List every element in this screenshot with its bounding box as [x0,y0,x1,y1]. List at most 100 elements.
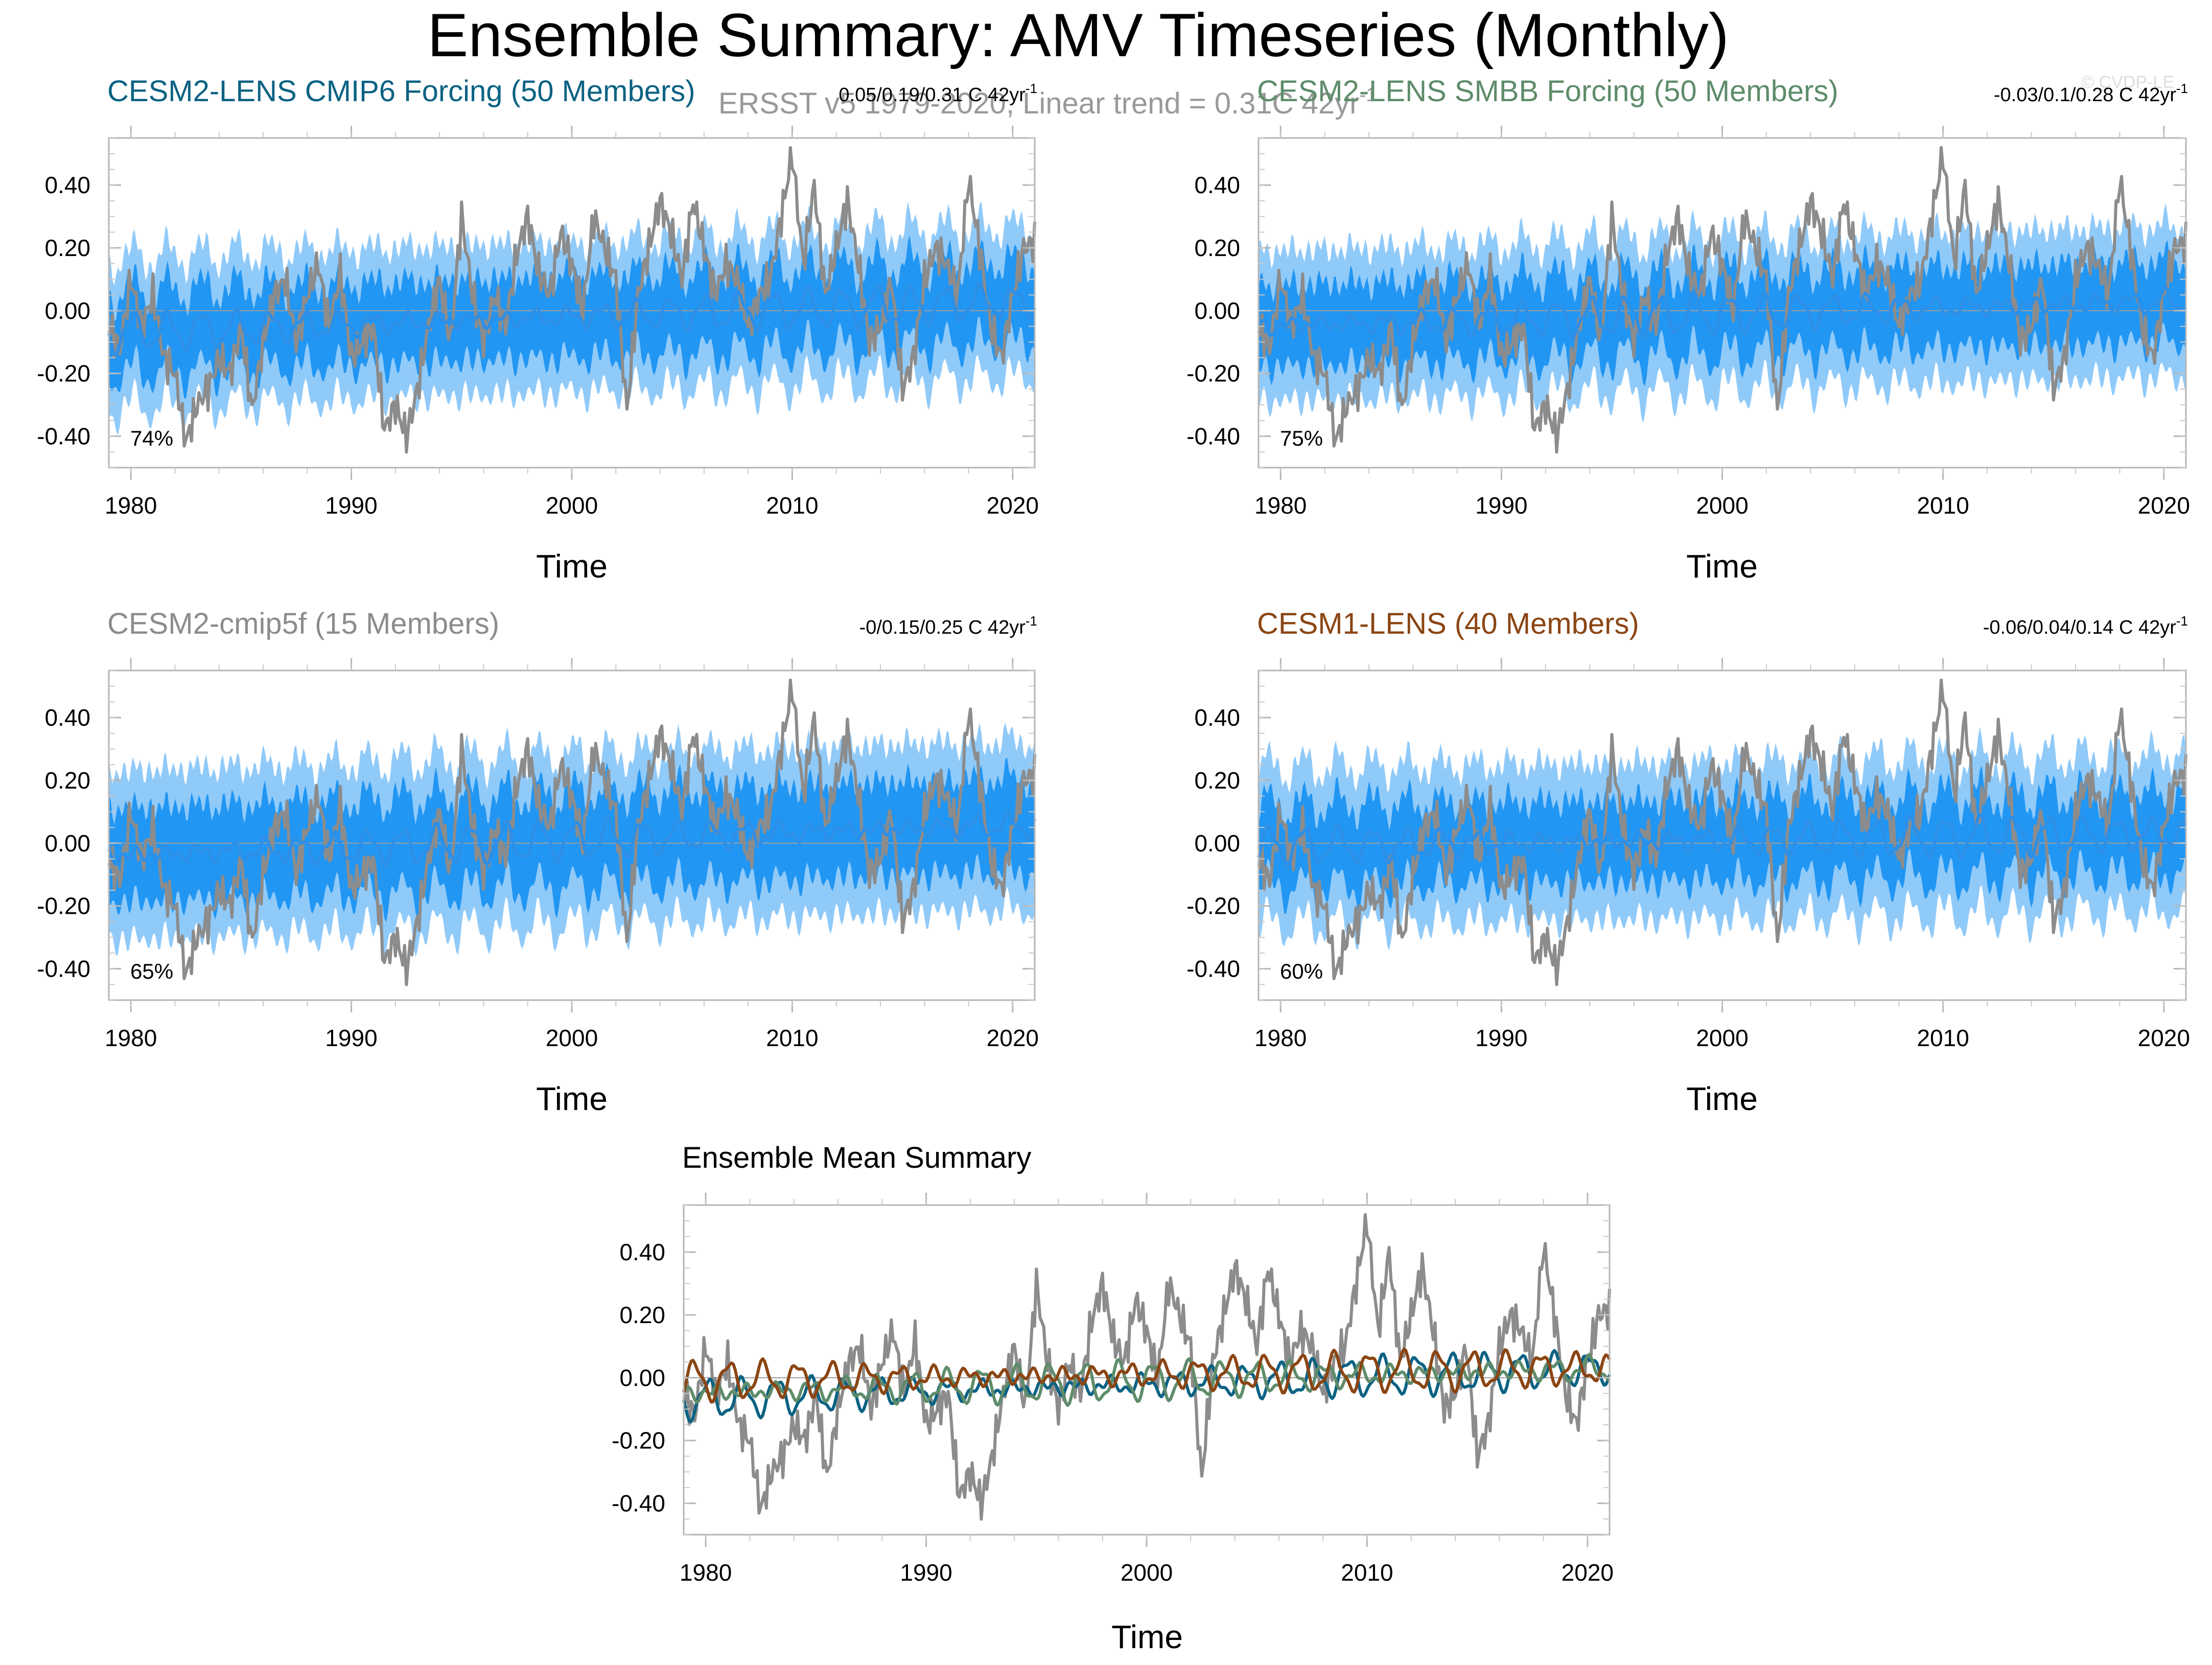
y-tick-label: 0.20 [619,1302,665,1328]
x-tick-label: 2020 [987,492,1039,519]
y-tick-label: -0.40 [37,423,90,450]
x-tick-label: 2010 [766,1025,818,1051]
plot-axes: 0.40 0.20 0.00 -0.20 -0.40 1980 1990 2000 2010 20… [1186,126,2190,519]
x-tick-label: 1990 [1475,1025,1527,1051]
trend-label-sup: -1 [1026,613,1037,629]
trend-label-sup: -1 [1026,81,1037,96]
y-tick-label: 0.00 [1194,830,1240,857]
x-tick-label: 2000 [1121,1559,1173,1586]
trend-label-text: -0.03/0.1/0.28 C 42yr [1994,84,2176,106]
percent-label: 65% [130,959,173,983]
y-tick-label: -0.40 [1186,423,1240,450]
x-tick-label: 2020 [2138,1025,2190,1051]
ensemble-inner-band [1259,766,2186,914]
y-tick-label: -0.20 [1186,360,1240,387]
panel-title: Ensemble Mean Summary [682,1141,1031,1174]
trend-label-text: -0.06/0.04/0.14 C 42yr [1983,617,2176,638]
trend-label-text: 0.05/0.19/0.31 C 42yr [839,84,1026,106]
plot-marks [1257,678,2187,986]
x-tick-label: 1990 [325,492,377,519]
x-axis-label: Time [1686,548,1758,585]
obs-trend-label-text: ERSST v5 1979-2020, Linear trend = 0.31C… [718,87,1360,120]
trend-label-text: -0/0.15/0.25 C 42yr [859,617,1026,638]
x-tick-label: 1980 [1254,492,1307,519]
x-tick-label: 2000 [1696,492,1748,519]
x-axis-label: Time [1111,1618,1183,1655]
y-tick-label: 0.00 [619,1365,665,1391]
panel-title: CESM2-LENS SMBB Forcing (50 Members) [1257,75,1838,108]
y-tick-label: 0.40 [44,704,90,731]
obs-series-line [1257,678,2187,986]
y-tick-label: 0.40 [1194,172,1240,198]
panel-cesm1-lens: CESM1-LENS (40 Members) -0.06/0.04/0.14 … [1186,607,2190,1117]
panel-cesm2-lens-smbb: CESM2-LENS SMBB Forcing (50 Members) -0.… [1186,75,2190,585]
panel-ensemble-mean-summary: Ensemble Mean Summary 0.40 0.20 0.00 -0.20 -… [612,1141,1614,1655]
plot-marks [107,146,1036,454]
y-tick-label: 0.00 [44,297,90,324]
panel-title: CESM2-LENS CMIP6 Forcing (50 Members) [107,75,695,108]
plot-marks [1257,146,2187,454]
x-tick-label: 2000 [1696,1025,1748,1051]
plot-axes: 0.40 0.20 0.00 -0.20 -0.40 1980 1990 2000 2010 20… [612,1193,1614,1586]
watermark: © CVDP-LE [2081,73,2174,92]
figure-title: Ensemble Summary: AMV Timeseries (Monthl… [427,1,1729,70]
plot-axes: 0.40 0.20 0.00 -0.20 -0.40 1980 1990 2000 2010 20… [1186,658,2190,1051]
plot-marks [682,1213,1611,1521]
x-tick-label: 2020 [987,1025,1039,1051]
ensemble-mean-line [107,809,1036,868]
y-tick-label: -0.20 [37,893,90,919]
y-tick-label: -0.40 [612,1490,665,1517]
x-axis-label: Time [536,548,608,585]
x-tick-label: 2010 [766,492,818,519]
x-tick-label: 2010 [1917,1025,1969,1051]
trend-label: -0.06/0.04/0.14 C 42yr-1 [1983,613,2188,638]
panel-title: CESM2-cmip5f (15 Members) [107,607,499,640]
y-tick-label: 0.40 [44,172,90,198]
obs-trend-label-sup: -1 [1359,84,1377,106]
y-tick-label: 0.40 [1194,704,1240,731]
y-tick-label: 0.20 [44,767,90,794]
y-tick-label: -0.20 [612,1427,665,1454]
x-tick-label: 1980 [105,492,157,519]
trend-label-sup: -1 [2176,81,2188,96]
x-tick-label: 2010 [1917,492,1969,519]
x-tick-label: 1990 [1475,492,1527,519]
y-tick-label: -0.40 [37,956,90,982]
x-tick-label: 2020 [2138,492,2190,519]
trend-label-sup: -1 [2176,613,2188,629]
plot-marks [107,678,1036,986]
x-tick-label: 1990 [325,1025,377,1051]
x-tick-label: 2000 [546,1025,598,1051]
percent-label: 75% [1280,426,1323,450]
ensemble-mean-line [107,282,1036,357]
y-tick-label: 0.00 [44,830,90,857]
x-tick-label: 1990 [900,1559,952,1586]
y-tick-label: 0.40 [619,1239,665,1265]
model-mean-line [682,1349,1611,1424]
x-tick-label: 2020 [1562,1559,1614,1586]
y-tick-label: -0.20 [1186,893,1240,919]
x-axis-label: Time [536,1080,608,1117]
y-tick-label: 0.20 [44,235,90,261]
y-tick-label: -0.20 [37,360,90,387]
y-tick-label: 0.20 [1194,767,1240,794]
obs-trend-label: ERSST v5 1979-2020, Linear trend = 0.31C… [718,84,1377,120]
plot-axes: 0.40 0.20 0.00 -0.20 -0.40 1980 1990 2000 2010 20… [37,126,1039,519]
x-tick-label: 2010 [1341,1559,1393,1586]
trend-label: 0.05/0.19/0.31 C 42yr-1 [839,81,1037,106]
trend-label: -0/0.15/0.25 C 42yr-1 [859,613,1037,638]
trend-label: -0.03/0.1/0.28 C 42yr-1 [1994,81,2188,106]
model-mean-line [682,1348,1611,1404]
y-tick-label: -0.40 [1186,956,1240,982]
x-axis-label: Time [1686,1080,1758,1117]
panel-cesm2-cmip5f: CESM2-cmip5f (15 Members) -0/0.15/0.25 C… [37,607,1039,1117]
x-tick-label: 1980 [680,1559,732,1586]
model-mean-line [682,1353,1610,1407]
ensemble-mean-line [1257,813,2187,869]
x-tick-label: 1980 [105,1025,157,1051]
obs-series-line [107,678,1036,986]
panel-cesm2-lens-cmip6: CESM2-LENS CMIP6 Forcing (50 Members) 0.… [37,75,1039,585]
obs-series-line [682,1213,1611,1521]
panel-title: CESM1-LENS (40 Members) [1257,607,1639,640]
